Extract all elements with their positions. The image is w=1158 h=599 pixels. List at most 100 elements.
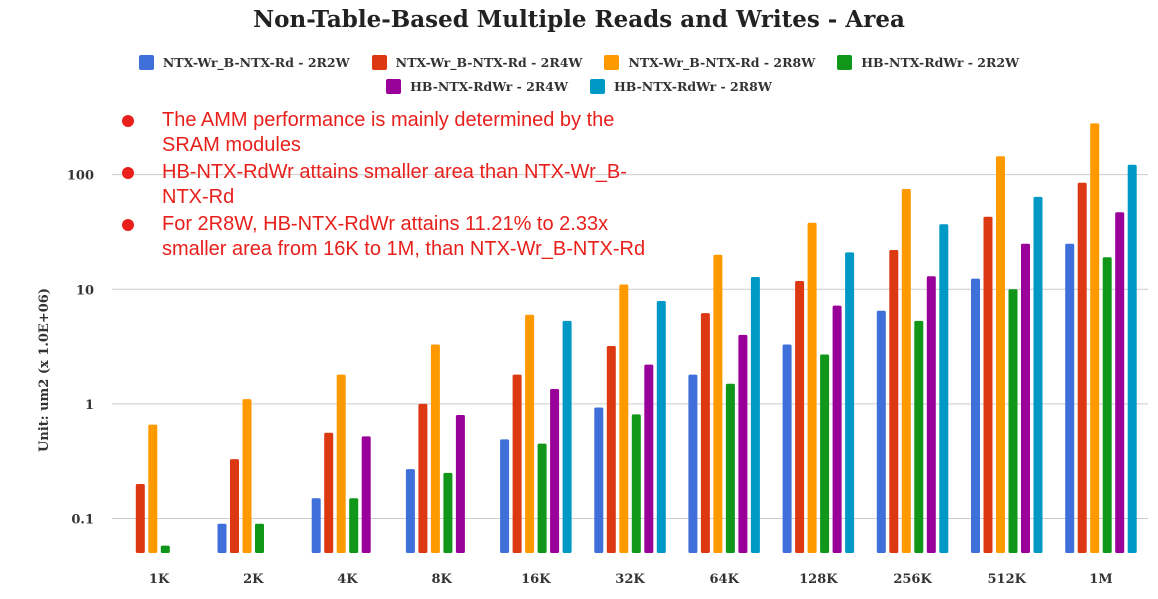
bar[interactable] (550, 389, 560, 553)
bar[interactable] (631, 414, 641, 553)
bar[interactable] (1127, 164, 1137, 554)
note-item: HB-NTX-RdWr attains smaller area than NT… (118, 160, 658, 210)
x-tick-label: 32K (615, 572, 645, 587)
legend-item[interactable]: NTX-Wr_B-NTX-Rd - 2R2W (138, 55, 350, 70)
note-item: The AMM performance is mainly determined… (118, 108, 658, 158)
bar[interactable] (1115, 212, 1125, 554)
x-tick-label: 256K (893, 572, 932, 587)
legend-label: HB-NTX-RdWr - 2R4W (410, 79, 568, 94)
legend-swatch (371, 55, 387, 70)
bar[interactable] (405, 469, 415, 553)
note-item: For 2R8W, HB-NTX-RdWr attains 11.21% to … (118, 212, 658, 262)
bar[interactable] (926, 276, 936, 553)
legend-item[interactable]: HB-NTX-RdWr - 2R2W (837, 55, 1019, 70)
legend-item[interactable]: HB-NTX-RdWr - 2R4W (386, 79, 568, 94)
bar[interactable] (1102, 257, 1112, 553)
bar[interactable] (512, 374, 522, 553)
y-tick-label: 0.1 (71, 513, 94, 528)
bar[interactable] (656, 301, 666, 553)
bar[interactable] (845, 252, 855, 553)
bar[interactable] (939, 224, 949, 553)
x-tick-label: 4K (337, 572, 358, 587)
bar[interactable] (230, 459, 239, 553)
y-tick-label: 10 (76, 283, 94, 298)
bar[interactable] (1008, 289, 1018, 553)
bar[interactable] (1090, 123, 1100, 554)
bar[interactable] (324, 432, 334, 553)
bar[interactable] (644, 364, 654, 553)
legend-label: HB-NTX-RdWr - 2R2W (861, 55, 1020, 70)
bar[interactable] (1077, 182, 1087, 554)
x-tick-label: 2K (243, 572, 264, 587)
legend-swatch (604, 55, 620, 70)
bar[interactable] (148, 424, 158, 553)
bar[interactable] (336, 374, 346, 553)
bar[interactable] (1033, 196, 1043, 553)
bar[interactable] (525, 314, 535, 553)
x-tick-label: 64K (709, 572, 739, 587)
bar[interactable] (807, 222, 817, 554)
legend-second-row: HB-NTX-RdWr - 2R4W HB-NTX-RdWr - 2R8W (0, 79, 1158, 94)
bar[interactable] (738, 334, 748, 553)
x-tick-label: 128K (799, 572, 838, 587)
legend: NTX-Wr_B-NTX-Rd - 2R2W NTX-Wr_B-NTX-Rd -… (0, 55, 1158, 70)
bar[interactable] (500, 439, 510, 553)
bar[interactable] (562, 320, 572, 553)
bar[interactable] (594, 407, 604, 554)
legend-label: NTX-Wr_B-NTX-Rd - 2R8W (628, 55, 816, 70)
bar[interactable] (135, 484, 145, 553)
bar[interactable] (606, 346, 616, 553)
bar[interactable] (914, 320, 924, 553)
bar[interactable] (537, 443, 547, 553)
bar[interactable] (160, 545, 170, 553)
bar[interactable] (217, 523, 227, 553)
annotation-notes: The AMM performance is mainly determined… (118, 108, 658, 264)
x-tick-label: 16K (521, 572, 551, 587)
legend-label: NTX-Wr_B-NTX-Rd - 2R4W (395, 55, 583, 70)
bar[interactable] (418, 403, 428, 553)
x-tick-label: 1K (149, 572, 170, 587)
bar[interactable] (1065, 243, 1075, 553)
bar[interactable] (361, 436, 371, 553)
bar[interactable] (688, 374, 698, 553)
legend-swatch (138, 55, 154, 70)
bar[interactable] (820, 354, 830, 554)
bar[interactable] (971, 278, 980, 553)
bar[interactable] (713, 254, 723, 554)
bar[interactable] (619, 284, 629, 554)
legend-item[interactable]: NTX-Wr_B-NTX-Rd - 2R8W (604, 55, 815, 70)
bar[interactable] (782, 344, 792, 554)
bar[interactable] (455, 415, 465, 553)
legend-label: HB-NTX-RdWr - 2R8W (614, 79, 772, 94)
bar[interactable] (876, 310, 886, 553)
x-axis-labels: 1K 2K 4K 8K 16K 32K 64K 128K 256K 512K 1M (149, 572, 1113, 587)
bar[interactable] (430, 344, 440, 554)
bar[interactable] (750, 277, 760, 553)
bar[interactable] (832, 305, 842, 553)
bar[interactable] (242, 399, 252, 553)
legend-item[interactable]: HB-NTX-RdWr - 2R8W (590, 79, 772, 94)
bar[interactable] (725, 383, 735, 553)
y-tick-label: 1 (85, 398, 94, 413)
bar[interactable] (996, 156, 1005, 553)
bar[interactable] (700, 313, 710, 553)
bar[interactable] (901, 189, 911, 553)
legend-item[interactable]: NTX-Wr_B-NTX-Rd - 2R4W (371, 55, 583, 70)
chart-title: Non-Table-Based Multiple Reads and Write… (253, 6, 905, 33)
bar[interactable] (349, 498, 359, 553)
legend-label: NTX-Wr_B-NTX-Rd - 2R2W (162, 55, 350, 70)
bar[interactable] (255, 523, 264, 553)
bars (135, 123, 1137, 554)
x-tick-label: 8K (431, 572, 452, 587)
bar[interactable] (1021, 243, 1030, 553)
y-tick-label: 100 (67, 169, 94, 184)
bar[interactable] (795, 281, 805, 553)
bar[interactable] (311, 498, 321, 553)
legend-swatch (590, 79, 605, 94)
bar[interactable] (983, 216, 993, 553)
bar[interactable] (889, 250, 899, 553)
y-axis-title: Unit: um2 (x 1.0E+06) (37, 288, 52, 452)
bar[interactable] (443, 472, 453, 553)
x-tick-label: 512K (988, 572, 1027, 587)
